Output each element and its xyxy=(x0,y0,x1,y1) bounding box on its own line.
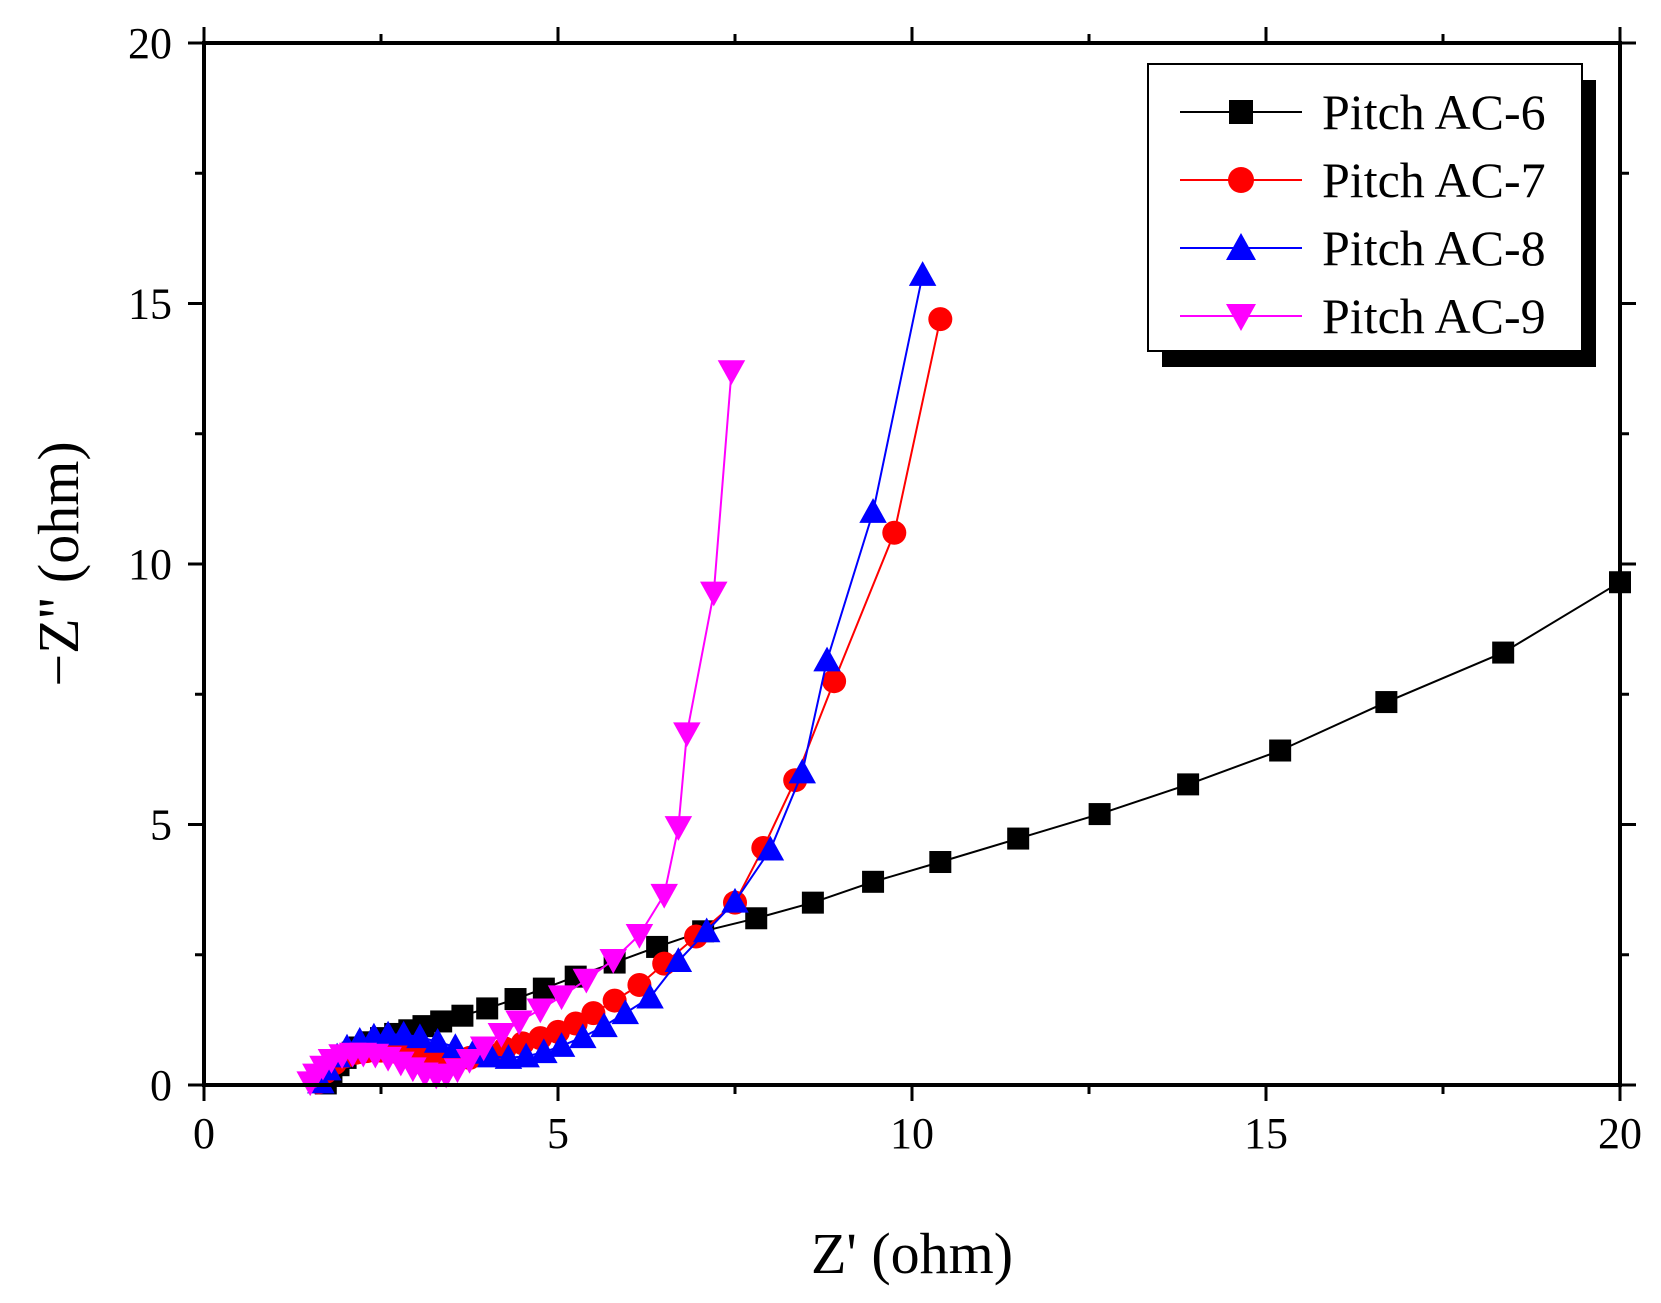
series-9 xyxy=(296,360,746,1097)
data-point xyxy=(530,1038,558,1064)
data-point xyxy=(929,851,952,874)
y-tick-label: 5 xyxy=(150,801,172,850)
data-point xyxy=(664,816,693,841)
data-point xyxy=(504,988,527,1011)
data-point xyxy=(627,972,652,997)
data-point xyxy=(469,1036,498,1062)
y-tick-label: 0 xyxy=(150,1061,172,1110)
data-point xyxy=(788,758,817,784)
series-line xyxy=(317,318,942,1083)
x-tick-label: 15 xyxy=(1244,1109,1288,1158)
x-axis-title: Z' (ohm) xyxy=(811,1221,1013,1286)
data-point xyxy=(602,988,627,1013)
legend-marker xyxy=(1226,233,1256,260)
data-point xyxy=(692,917,721,943)
data-point xyxy=(476,1042,505,1068)
x-tick-label: 20 xyxy=(1598,1109,1642,1158)
data-point xyxy=(389,1020,418,1046)
data-point xyxy=(813,646,841,672)
data-point xyxy=(572,968,601,994)
data-point xyxy=(505,1010,533,1036)
data-point xyxy=(569,1023,597,1049)
legend-item: Pitch AC-7 xyxy=(1180,152,1546,208)
data-point xyxy=(611,999,640,1025)
legend-marker xyxy=(1228,167,1254,193)
data-point xyxy=(455,1048,484,1074)
series-layer xyxy=(296,261,1631,1097)
data-point xyxy=(721,887,749,913)
data-point xyxy=(1492,641,1515,664)
legend-item: Pitch AC-9 xyxy=(1180,288,1546,344)
data-point xyxy=(1269,739,1292,762)
data-point xyxy=(487,1022,516,1048)
x-tick-label: 0 xyxy=(193,1109,215,1158)
data-point xyxy=(745,907,768,930)
data-point xyxy=(700,581,728,607)
data-point xyxy=(599,948,627,974)
data-point xyxy=(526,998,555,1024)
legend-marker xyxy=(1226,304,1256,331)
x-tick-label: 5 xyxy=(547,1109,569,1158)
series-7 xyxy=(306,307,953,1095)
data-point xyxy=(882,520,907,545)
y-axis-title: −Z'' (ohm) xyxy=(26,441,91,686)
legend-item: Pitch AC-8 xyxy=(1180,220,1546,276)
y-tick-label: 10 xyxy=(128,540,172,589)
data-point xyxy=(406,1023,434,1049)
data-point xyxy=(451,1004,474,1027)
y-tick-label: 15 xyxy=(128,280,172,329)
data-point xyxy=(547,1032,576,1057)
data-point xyxy=(443,1058,472,1084)
data-point xyxy=(547,985,576,1011)
data-point xyxy=(1088,803,1111,826)
data-point xyxy=(928,307,953,332)
legend-item: Pitch AC-6 xyxy=(1180,84,1546,140)
legend-label: Pitch AC-8 xyxy=(1322,220,1546,276)
data-point xyxy=(908,261,937,286)
series-line xyxy=(309,371,733,1083)
plot-frame xyxy=(202,41,1622,1087)
data-point xyxy=(581,1001,606,1026)
legend: Pitch AC-6 Pitch AC-7 Pitch AC-8 Pitch AC-9 xyxy=(1147,63,1596,367)
data-point xyxy=(1375,691,1398,714)
data-point xyxy=(590,1012,618,1038)
data-point xyxy=(532,977,555,1000)
data-point xyxy=(664,947,693,973)
data-point xyxy=(822,669,847,694)
data-point xyxy=(423,1028,452,1053)
tick-labels: 0 5 10 15 20 0 5 10 15 20 xyxy=(128,19,1642,1158)
data-point xyxy=(1007,827,1030,850)
data-point xyxy=(717,360,746,385)
data-point xyxy=(650,883,678,909)
data-point xyxy=(862,870,885,893)
data-point xyxy=(636,983,664,1009)
data-point xyxy=(430,1010,453,1033)
data-point xyxy=(801,891,824,914)
data-point xyxy=(476,997,499,1020)
y-tick-label: 20 xyxy=(128,19,172,68)
legend-marker xyxy=(1229,100,1253,124)
x-tick-label: 10 xyxy=(890,1109,934,1158)
data-point xyxy=(673,722,701,748)
data-point xyxy=(625,923,654,949)
data-point xyxy=(859,498,887,523)
legend-label: Pitch AC-9 xyxy=(1322,288,1546,344)
data-point xyxy=(756,835,785,861)
data-point xyxy=(1177,773,1200,796)
legend-label: Pitch AC-7 xyxy=(1322,152,1546,208)
legend-label: Pitch AC-6 xyxy=(1322,84,1546,140)
